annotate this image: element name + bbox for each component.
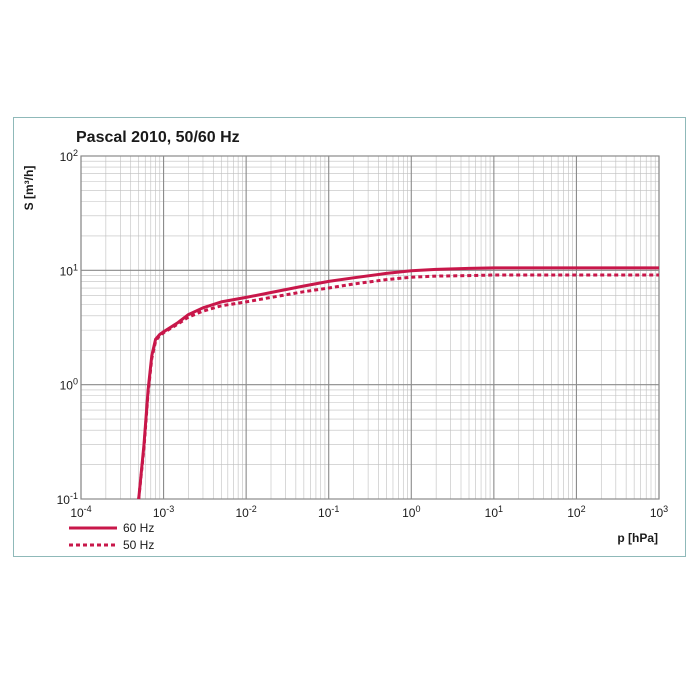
x-tick-label: 10-1 xyxy=(318,504,339,520)
legend: 60 Hz 50 Hz xyxy=(69,521,154,552)
x-tick-label: 10-4 xyxy=(70,504,91,520)
tick-labels: 10-4 10-3 10-2 10-1 100 101 102 103 10-1 100 101 10… xyxy=(57,148,669,520)
x-tick-label: 100 xyxy=(402,504,420,520)
x-tick-label: 10-3 xyxy=(153,504,174,520)
legend-label: 60 Hz xyxy=(123,521,154,535)
y-axis-label: S [m³/h] xyxy=(22,166,36,211)
y-tick-label: 102 xyxy=(60,148,78,164)
y-tick-label: 101 xyxy=(60,262,78,278)
chart-title: Pascal 2010, 50/60 Hz xyxy=(76,129,240,146)
y-tick-label: 100 xyxy=(60,377,78,393)
plot-border xyxy=(80,155,660,500)
grid xyxy=(80,155,660,500)
series-lines xyxy=(137,266,659,500)
legend-label: 50 Hz xyxy=(123,538,154,552)
x-tick-label: 10-2 xyxy=(235,504,256,520)
chart-svg: Pascal 2010, 50/60 Hz S [m³/h] p [hPa] 1… xyxy=(22,129,669,552)
x-tick-label: 103 xyxy=(650,504,668,520)
x-tick-label: 102 xyxy=(567,504,585,520)
x-tick-label: 101 xyxy=(485,504,503,520)
y-tick-label: 10-1 xyxy=(57,491,78,507)
series-line-50-hz xyxy=(137,273,659,500)
chart-frame: Pascal 2010, 50/60 Hz S [m³/h] p [hPa] 1… xyxy=(13,117,686,557)
x-axis-label: p [hPa] xyxy=(617,531,658,545)
series-line-60-hz xyxy=(137,266,659,500)
